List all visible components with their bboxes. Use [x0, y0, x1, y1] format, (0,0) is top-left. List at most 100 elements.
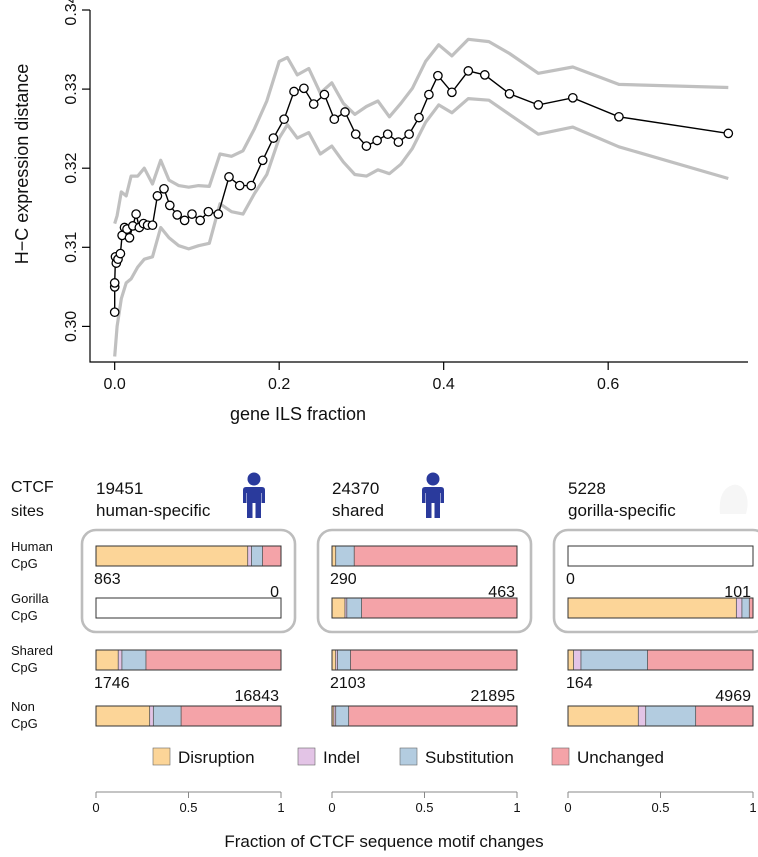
- legend-swatch: [297, 747, 316, 766]
- data-point: [279, 114, 289, 125]
- y-axis-label: H−C expression distance: [12, 64, 32, 265]
- group-name: shared: [332, 501, 384, 520]
- bar-row: [567, 597, 754, 619]
- bar-segment-substitution: [580, 650, 648, 670]
- bar-outline: [95, 705, 282, 727]
- data-point: [147, 220, 158, 231]
- data-point: [463, 66, 474, 76]
- specific-rows-outline: [552, 528, 758, 634]
- bar-segment-unchanged: [354, 546, 517, 566]
- x-axis-label: gene ILS fraction: [230, 404, 366, 424]
- upper-band-line: [113, 37, 729, 225]
- data-point: [124, 232, 135, 243]
- data-point: [382, 129, 393, 140]
- x-tick-label: 0.6: [597, 376, 619, 393]
- bar-row: [95, 705, 282, 727]
- bar-outline: [567, 649, 754, 671]
- fraction-axes: 0 0.5 1 0 0.5 1 0 0.5 1: [92, 791, 757, 815]
- row-label: CpG: [11, 716, 38, 731]
- bar-count-right: 101: [724, 584, 751, 601]
- bar-row: 863 0: [94, 545, 282, 601]
- bar-count-left: 0: [566, 571, 575, 588]
- fraction-axis: 0 0.5 1: [92, 791, 285, 815]
- row-label: Gorilla: [11, 591, 49, 606]
- bar-outline: [331, 649, 518, 671]
- data-point: [159, 183, 169, 194]
- bar-row: 1746 16843: [94, 649, 282, 705]
- specific-rows-outline: [80, 528, 297, 634]
- group-count: 19451: [96, 479, 143, 498]
- row-header-line-2: sites: [11, 503, 44, 520]
- bar-row: 2103 21895: [330, 649, 518, 705]
- axis-ticks: 0.0 0.2 0.4 0.6 0.30 0.31 0.32 0.33 0.34: [63, 0, 619, 393]
- mean-line: [113, 70, 729, 313]
- bar-segment-indel: [736, 598, 742, 618]
- data-point: [372, 135, 382, 146]
- data-point: [195, 215, 206, 226]
- y-tick-label: 0.32: [63, 153, 80, 184]
- bar-segment-indel: [573, 650, 581, 670]
- bar-segment-unchanged: [647, 650, 753, 670]
- bar-outline: [95, 597, 282, 619]
- y-tick-label: 0.31: [63, 232, 80, 263]
- data-point: [213, 209, 224, 219]
- bar-segment-substitution: [335, 546, 355, 566]
- data-point: [414, 112, 424, 123]
- plot-frame: [89, 10, 748, 363]
- group-count: 5228: [568, 479, 606, 498]
- bar-row: 290 463: [330, 545, 518, 601]
- bar-segment-indel: [118, 650, 122, 670]
- row-header-line-1: CTCF: [11, 479, 54, 496]
- bar-count-right: 463: [488, 584, 515, 601]
- y-tick-label: 0.34: [63, 0, 80, 26]
- bar-outline: [567, 705, 754, 727]
- bar-segment-disruption: [332, 706, 334, 726]
- bar-count-left: 290: [330, 571, 357, 588]
- bar-segment-disruption: [332, 598, 345, 618]
- row-label: Non: [11, 699, 35, 714]
- bar-outline: [567, 597, 754, 619]
- bar-segment-indel: [638, 706, 646, 726]
- axis-tick-label: 0: [328, 800, 335, 815]
- bar-segment-unchanged: [749, 598, 753, 618]
- row-label: Human: [11, 539, 53, 554]
- data-point: [187, 209, 197, 219]
- data-point: [115, 248, 126, 259]
- bar-row: 0 101: [566, 545, 754, 601]
- legend-label: Substitution: [425, 748, 514, 767]
- site-group-gorilla-specific: 5228 gorilla-specific 0 101 164 4969: [552, 479, 758, 727]
- bar-segment-indel: [149, 706, 154, 726]
- ils-expression-chart: 0.0 0.2 0.4 0.6 0.30 0.31 0.32 0.33 0.34 gene IL…: [12, 0, 748, 424]
- axis-tick-label: 0.5: [179, 800, 197, 815]
- data-point: [109, 307, 120, 318]
- legend-label: Unchanged: [577, 748, 664, 767]
- fraction-axis: 0 0.5 1: [564, 791, 757, 815]
- ctcf-motif-chart: CTCF sites Human CpG Gorilla CpG Shared CpG No…: [11, 472, 758, 851]
- bar-segment-indel: [344, 598, 347, 618]
- bar-segment-disruption: [96, 546, 248, 566]
- site-group-human-specific: 19451 human-specific 863 0 1746 16843: [80, 472, 297, 727]
- legend: Disruption Indel Substitution Unchanged: [152, 747, 664, 767]
- data-point: [164, 200, 175, 211]
- row-label: CpG: [11, 556, 38, 571]
- bar-outline: [95, 545, 282, 567]
- bar-segment-unchanged: [145, 650, 281, 670]
- axis-tick-label: 1: [749, 800, 756, 815]
- data-point: [350, 129, 361, 140]
- axis-tick-label: 1: [513, 800, 520, 815]
- gorilla-figure-icon: [719, 484, 748, 514]
- bar-segment-substitution: [741, 598, 750, 618]
- bar-segment-unchanged: [181, 706, 281, 726]
- axis-tick-label: 0.5: [415, 800, 433, 815]
- site-groups: 19451 human-specific 863 0 1746 16843 24370 sha…: [80, 472, 758, 727]
- data-point: [533, 100, 544, 110]
- bar-row: [95, 597, 282, 619]
- axis-tick-label: 0: [564, 800, 571, 815]
- human-figure-icon: [243, 472, 265, 518]
- bar-segment-unchanged: [695, 706, 753, 726]
- row-label: Shared: [11, 643, 53, 658]
- bar-count-left: 1746: [94, 675, 130, 692]
- data-point: [447, 87, 457, 98]
- bar-segment-unchanged: [361, 598, 517, 618]
